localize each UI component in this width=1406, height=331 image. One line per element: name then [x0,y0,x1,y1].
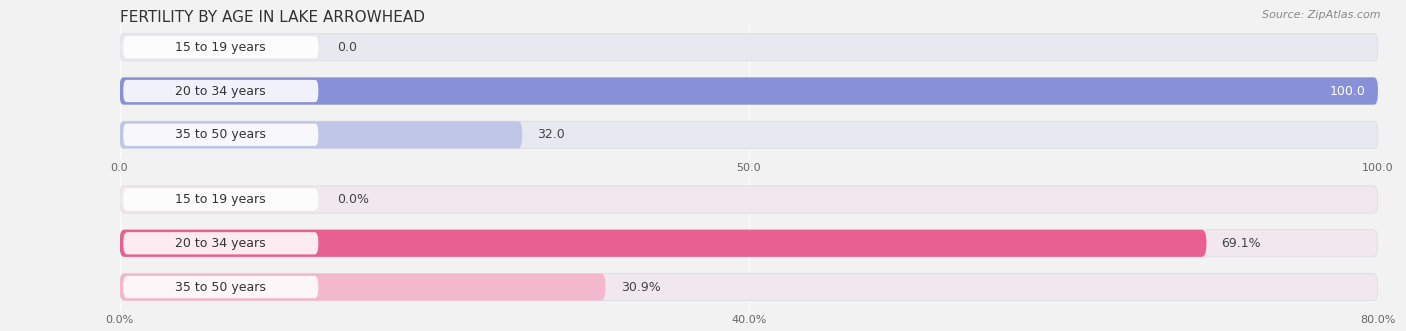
FancyBboxPatch shape [124,232,318,255]
Text: 32.0: 32.0 [537,128,565,141]
FancyBboxPatch shape [120,186,1378,213]
Text: Source: ZipAtlas.com: Source: ZipAtlas.com [1263,10,1381,20]
Text: 69.1%: 69.1% [1222,237,1261,250]
Text: FERTILITY BY AGE IN LAKE ARROWHEAD: FERTILITY BY AGE IN LAKE ARROWHEAD [120,10,425,25]
Text: 0.0%: 0.0% [337,193,370,206]
Text: 35 to 50 years: 35 to 50 years [176,281,266,294]
Text: 20 to 34 years: 20 to 34 years [176,237,266,250]
Text: 100.0: 100.0 [1330,84,1365,98]
FancyBboxPatch shape [124,124,318,146]
FancyBboxPatch shape [124,36,318,58]
Text: 30.9%: 30.9% [620,281,661,294]
FancyBboxPatch shape [120,273,606,301]
FancyBboxPatch shape [120,230,1206,257]
Text: 15 to 19 years: 15 to 19 years [176,193,266,206]
Text: 0.0: 0.0 [337,41,357,54]
FancyBboxPatch shape [120,77,1378,105]
FancyBboxPatch shape [120,121,1378,148]
FancyBboxPatch shape [120,121,522,148]
FancyBboxPatch shape [120,77,1378,105]
FancyBboxPatch shape [120,273,1378,301]
FancyBboxPatch shape [124,188,318,211]
Text: 20 to 34 years: 20 to 34 years [176,84,266,98]
FancyBboxPatch shape [124,276,318,298]
FancyBboxPatch shape [120,230,1378,257]
FancyBboxPatch shape [124,80,318,102]
FancyBboxPatch shape [120,34,1378,61]
Text: 15 to 19 years: 15 to 19 years [176,41,266,54]
Text: 35 to 50 years: 35 to 50 years [176,128,266,141]
